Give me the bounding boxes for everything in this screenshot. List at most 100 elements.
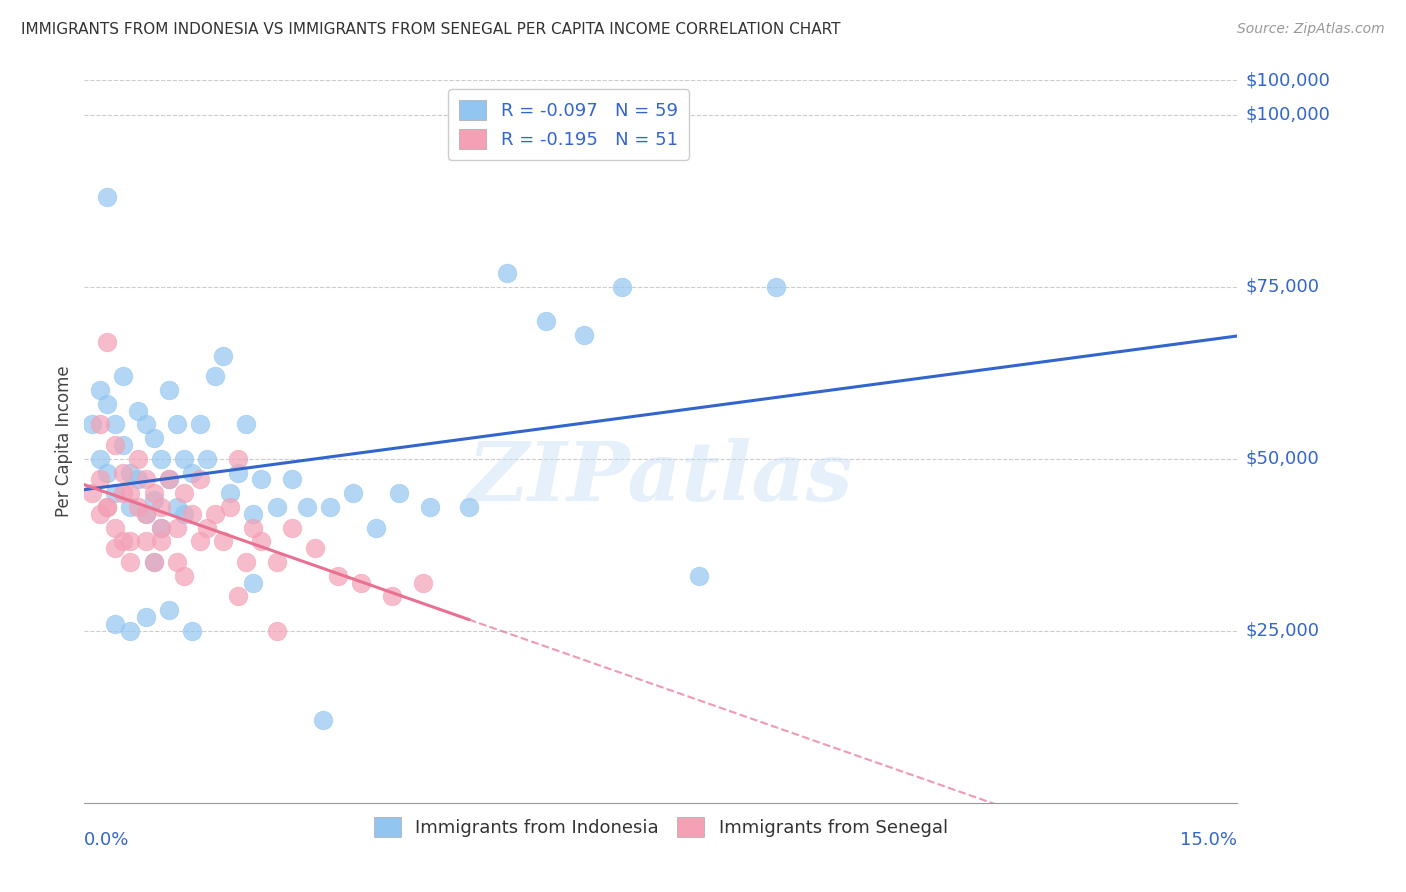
Point — [157, 472, 180, 486]
Text: ZIPatlas: ZIPatlas — [468, 438, 853, 517]
Point — [111, 486, 134, 500]
Point — [419, 500, 441, 514]
Point — [89, 383, 111, 397]
Point — [157, 472, 180, 486]
Point — [120, 555, 142, 569]
Point — [211, 534, 233, 549]
Point — [326, 568, 349, 582]
Point — [188, 417, 211, 432]
Point — [120, 624, 142, 638]
Point — [188, 534, 211, 549]
Point — [142, 555, 165, 569]
Point — [388, 486, 411, 500]
Point — [211, 349, 233, 363]
Text: 15.0%: 15.0% — [1180, 830, 1237, 848]
Point — [104, 616, 127, 631]
Point — [120, 466, 142, 480]
Point — [89, 507, 111, 521]
Point — [226, 590, 249, 604]
Point — [127, 451, 149, 466]
Point — [173, 568, 195, 582]
Point — [120, 534, 142, 549]
Point — [104, 438, 127, 452]
Point — [173, 486, 195, 500]
Point — [266, 624, 288, 638]
Point — [342, 486, 364, 500]
Point — [457, 500, 479, 514]
Point — [111, 534, 134, 549]
Point — [534, 314, 557, 328]
Point — [127, 403, 149, 417]
Point — [281, 520, 304, 534]
Y-axis label: Per Capita Income: Per Capita Income — [55, 366, 73, 517]
Point — [142, 486, 165, 500]
Point — [135, 417, 157, 432]
Point — [135, 507, 157, 521]
Point — [135, 472, 157, 486]
Point — [204, 507, 226, 521]
Point — [80, 417, 103, 432]
Point — [166, 417, 188, 432]
Point — [120, 500, 142, 514]
Text: 0.0%: 0.0% — [84, 830, 129, 848]
Point — [104, 486, 127, 500]
Point — [250, 534, 273, 549]
Point — [195, 520, 218, 534]
Point — [181, 466, 204, 480]
Point — [219, 486, 242, 500]
Point — [250, 472, 273, 486]
Text: IMMIGRANTS FROM INDONESIA VS IMMIGRANTS FROM SENEGAL PER CAPITA INCOME CORRELATI: IMMIGRANTS FROM INDONESIA VS IMMIGRANTS … — [21, 22, 841, 37]
Point — [226, 466, 249, 480]
Text: $25,000: $25,000 — [1246, 622, 1320, 640]
Point — [111, 466, 134, 480]
Point — [96, 500, 118, 514]
Point — [104, 520, 127, 534]
Point — [111, 369, 134, 384]
Point — [366, 520, 388, 534]
Point — [281, 472, 304, 486]
Point — [166, 520, 188, 534]
Point — [150, 520, 173, 534]
Point — [688, 568, 710, 582]
Point — [111, 438, 134, 452]
Text: $75,000: $75,000 — [1246, 277, 1320, 296]
Point — [235, 417, 257, 432]
Point — [319, 500, 342, 514]
Point — [89, 417, 111, 432]
Point — [127, 472, 149, 486]
Point — [89, 451, 111, 466]
Point — [135, 534, 157, 549]
Point — [150, 451, 173, 466]
Point — [173, 451, 195, 466]
Point — [157, 603, 180, 617]
Point — [120, 486, 142, 500]
Point — [96, 500, 118, 514]
Point — [226, 451, 249, 466]
Point — [496, 266, 519, 280]
Point — [150, 534, 173, 549]
Text: $100,000: $100,000 — [1246, 105, 1330, 124]
Point — [181, 624, 204, 638]
Point — [166, 555, 188, 569]
Point — [266, 500, 288, 514]
Point — [572, 327, 595, 342]
Point — [142, 493, 165, 508]
Point — [96, 334, 118, 349]
Point — [219, 500, 242, 514]
Point — [96, 190, 118, 204]
Point — [242, 520, 264, 534]
Point — [135, 610, 157, 624]
Point — [242, 575, 264, 590]
Point — [304, 541, 326, 556]
Point — [96, 466, 118, 480]
Point — [242, 507, 264, 521]
Point — [765, 279, 787, 293]
Point — [157, 383, 180, 397]
Point — [266, 555, 288, 569]
Point — [173, 507, 195, 521]
Point — [104, 417, 127, 432]
Point — [350, 575, 373, 590]
Point — [612, 279, 634, 293]
Point — [96, 397, 118, 411]
Point — [204, 369, 226, 384]
